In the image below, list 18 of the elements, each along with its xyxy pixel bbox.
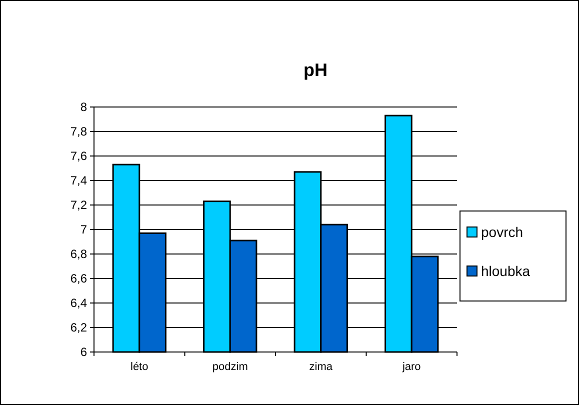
x-tick-label: léto: [130, 361, 148, 373]
y-tick-label: 6: [80, 345, 88, 360]
y-tick-label: 6,6: [70, 272, 88, 286]
legend-label: povrch: [481, 224, 524, 240]
chart-title: pH: [304, 60, 328, 80]
y-tick-label: 6,2: [70, 320, 88, 335]
y-tick-label: 6,4: [70, 296, 88, 310]
y-tick-label: 8: [80, 100, 88, 114]
y-tick-label: 7: [80, 222, 88, 237]
y-tick-label: 7,4: [70, 174, 88, 188]
y-tick-label: 7,8: [70, 124, 88, 139]
y-tick-label: 7,6: [70, 149, 88, 164]
x-tick-label: podzim: [212, 361, 248, 373]
y-tick-label: 7,2: [70, 198, 88, 212]
x-tick-label: zima: [309, 361, 334, 373]
y-tick-label: 6,8: [70, 247, 88, 262]
x-tick-label: jaro: [401, 361, 421, 373]
legend-label: hloubka: [481, 262, 530, 279]
